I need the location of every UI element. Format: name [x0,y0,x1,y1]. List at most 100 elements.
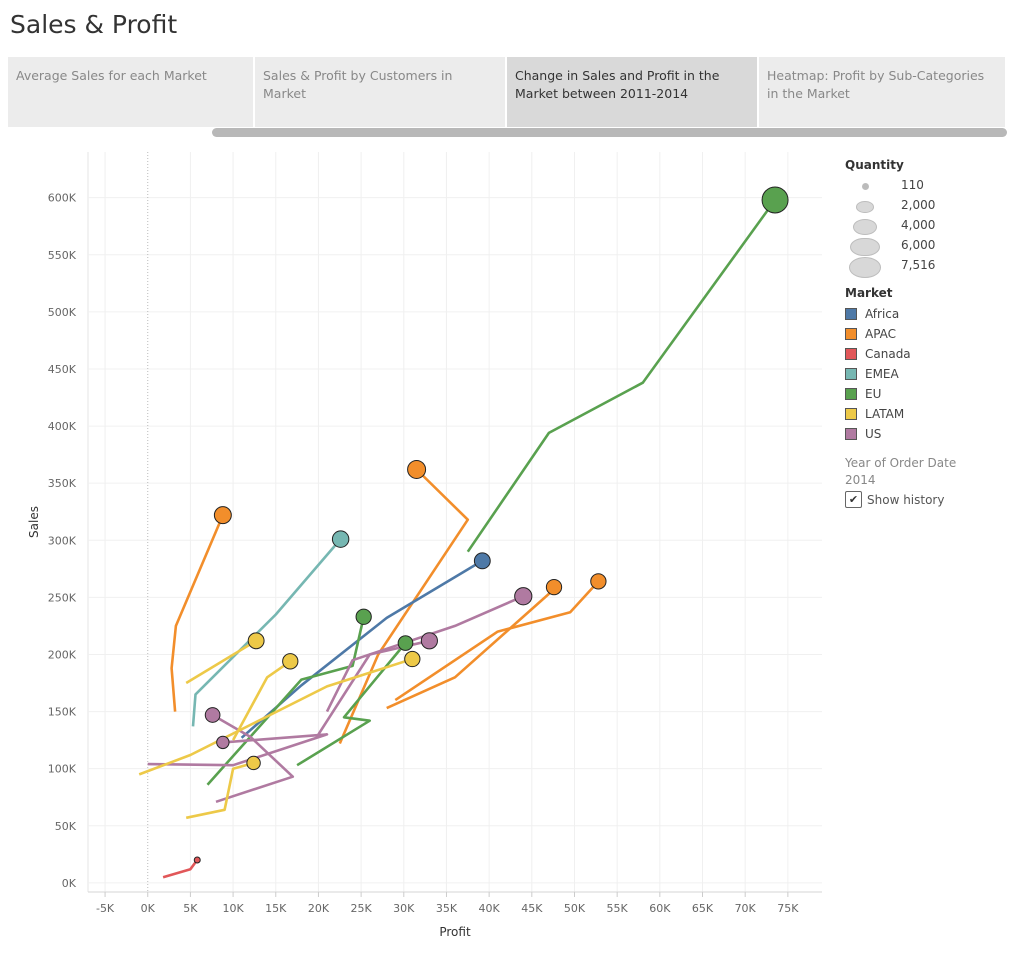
quantity-legend-label: 110 [901,178,924,192]
quantity-legend-label: 4,000 [901,218,936,232]
quantity-circle-icon [850,237,880,257]
series-lines [138,199,777,879]
market-legend-item-eu[interactable]: EU [845,384,956,404]
x-tick-label: 0K [141,902,156,915]
tab-change-sales-profit[interactable]: Change in Sales and Profit in the Market… [507,57,759,127]
data-point-eu[interactable] [355,608,372,625]
quantity-legend-item: 4,000 [845,216,956,236]
legend-panel: Quantity 110 2,000 4,000 6,000 7,516 Market … [845,158,956,508]
x-tick-label: 55K [607,902,629,915]
y-tick-label: 250K [48,591,77,604]
quantity-circle-icon [852,219,878,235]
x-tick-label: 65K [692,902,714,915]
page-title: Sales & Profit [10,10,178,39]
color-swatch-icon [845,328,857,340]
y-tick-label: 100K [48,763,77,776]
y-tick-label: 450K [48,363,77,376]
data-point-latam[interactable] [282,653,299,670]
data-point-eu[interactable] [397,635,414,651]
series-line-canada [162,859,199,879]
data-point-canada[interactable] [193,856,201,864]
data-point-apac[interactable] [213,506,232,525]
y-axis: 0K 50K 100K 150K 200K 250K 300K 350K 400K 450K 500… [48,192,77,890]
quantity-legend: 110 2,000 4,000 6,000 7,516 [845,176,956,278]
year-filter-title: Year of Order Date [845,456,957,470]
tab-sales-profit-customers[interactable]: Sales & Profit by Customers in Market [255,57,507,127]
color-swatch-icon [845,368,857,380]
scatter-chart: -5K 0K 5K 10K 15K 20K 25K 30K 35K 40K 45K 50K 55K 60K… [27,152,822,939]
x-tick-label: 50K [564,902,586,915]
quantity-legend-label: 7,516 [901,258,936,272]
data-point-us[interactable] [514,587,533,606]
market-legend-item-canada[interactable]: Canada [845,344,956,364]
x-tick-label: 10K [222,902,244,915]
series-line-eu [296,642,407,767]
x-axis-label: Profit [439,925,471,939]
data-point-latam[interactable] [246,755,261,771]
data-point-us[interactable] [204,707,221,723]
quantity-circle-icon [848,256,882,278]
x-tick-label: 15K [265,902,287,915]
y-tick-label: 200K [48,648,77,661]
tab-heatmap-profit[interactable]: Heatmap: Profit by Sub-Categories in the… [759,57,1007,127]
market-legend-item-latam[interactable]: LATAM [845,404,956,424]
grid-layer [87,152,822,892]
y-tick-label: 300K [48,534,77,547]
market-legend-title: Market [845,286,893,300]
series-line-latam [138,657,413,776]
data-point-latam[interactable] [247,632,265,650]
tabs-scrollbar[interactable] [212,128,1007,137]
data-point-africa[interactable] [473,552,491,570]
x-tick-label: 5K [183,902,198,915]
market-legend-item-africa[interactable]: Africa [845,304,956,324]
color-swatch-icon [845,348,857,360]
color-swatch-icon [845,428,857,440]
show-history-checkbox[interactable]: ✔ [845,491,862,508]
y-tick-label: 400K [48,420,77,433]
x-tick-label: 70K [735,902,757,915]
series-line-latam [231,660,292,741]
data-point-latam[interactable] [404,650,421,668]
series-line-us [147,733,329,767]
data-point-us[interactable] [420,632,438,650]
color-swatch-icon [845,408,857,420]
y-tick-label: 550K [48,249,77,262]
show-history-label: Show history [867,492,945,507]
y-tick-label: 600K [48,192,77,205]
y-tick-label: 0K [62,877,77,890]
market-legend-label: US [865,427,882,441]
quantity-legend-title: Quantity [845,158,904,172]
data-point-apac[interactable] [590,573,607,590]
market-legend-item-us[interactable]: US [845,424,956,444]
x-tick-label: 25K [351,902,373,915]
quantity-legend-item: 110 [845,176,956,196]
y-tick-label: 350K [48,477,77,490]
y-tick-label: 500K [48,306,77,319]
market-legend-label: LATAM [865,407,905,421]
quantity-legend-item: 2,000 [845,196,956,216]
market-legend-label: EU [865,387,882,401]
y-tick-label: 150K [48,706,77,719]
market-legend-label: Africa [865,307,900,321]
data-point-eu[interactable] [761,186,789,214]
data-point-apac[interactable] [407,459,427,479]
data-point-emea[interactable] [331,530,350,548]
data-point-apac[interactable] [545,578,563,596]
market-legend-label: APAC [865,327,897,341]
y-tick-label: 50K [55,820,77,833]
x-tick-label: 35K [436,902,458,915]
series-line-latam [185,761,254,820]
show-history-toggle[interactable]: ✔ Show history [845,491,956,508]
year-filter-value[interactable]: 2014 [845,473,876,487]
market-legend-item-apac[interactable]: APAC [845,324,956,344]
color-swatch-icon [845,308,857,320]
tab-average-sales[interactable]: Average Sales for each Market [8,57,255,127]
x-tick-label: 45K [521,902,543,915]
x-tick-label: 40K [479,902,501,915]
market-legend-item-emea[interactable]: EMEA [845,364,956,384]
market-legend-label: Canada [865,347,911,361]
x-axis: -5K 0K 5K 10K 15K 20K 25K 30K 35K 40K 45K 50K 55K 60K… [88,891,822,915]
series-line-latam [185,639,257,685]
quantity-legend-item: 6,000 [845,236,956,257]
data-point-us[interactable] [216,735,230,750]
